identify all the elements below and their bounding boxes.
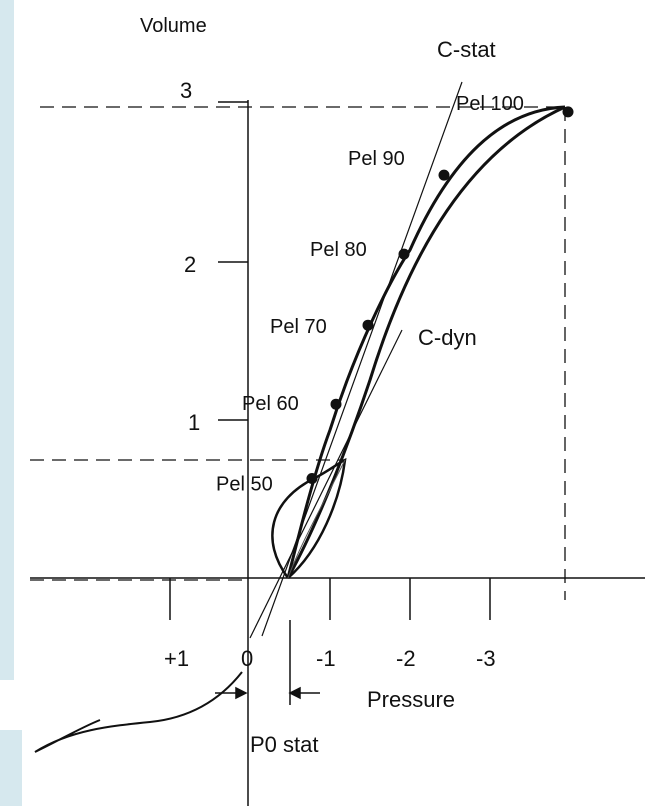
small-loop-inner bbox=[287, 459, 346, 579]
c-stat-line bbox=[261, 81, 463, 637]
y-tick-label-3: 3 bbox=[180, 78, 192, 103]
x-tick-label-minus1: -1 bbox=[316, 646, 336, 671]
data-point bbox=[398, 248, 410, 260]
p0-left-arrow-head bbox=[235, 686, 248, 700]
data-points: Pel 50 Pel 60 Pel 70 Pel 80 Pel 90 Pel 100 bbox=[216, 93, 574, 495]
y-tick-marks bbox=[218, 101, 248, 421]
c-stat-label: C-stat bbox=[437, 37, 496, 62]
data-point-label: Pel 90 bbox=[348, 148, 405, 170]
data-point bbox=[306, 472, 318, 484]
p0-stat-label: P0 stat bbox=[250, 732, 318, 757]
x-axis-title: Pressure bbox=[367, 687, 455, 712]
p0-stat-marker bbox=[215, 620, 320, 705]
data-point bbox=[362, 319, 374, 331]
x-tick-label-minus3: -3 bbox=[476, 646, 496, 671]
data-point bbox=[438, 169, 450, 181]
c-dyn-line bbox=[249, 329, 403, 639]
descending-curve bbox=[34, 671, 243, 753]
data-point-label: Pel 100 bbox=[456, 93, 524, 115]
x-tick-label-0: 0 bbox=[241, 646, 253, 671]
x-tick-label-minus2: -2 bbox=[396, 646, 416, 671]
small-loop bbox=[271, 458, 347, 579]
expiration-curve bbox=[286, 105, 566, 579]
x-tick-label-plus1: +1 bbox=[164, 646, 189, 671]
data-point-label: Pel 80 bbox=[310, 239, 367, 261]
y-tick-label-1: 1 bbox=[188, 410, 200, 435]
p0-right-arrow-head bbox=[288, 686, 301, 700]
data-point-label: Pel 50 bbox=[216, 473, 273, 495]
inspiration-curve bbox=[286, 105, 566, 579]
c-dyn-label: C-dyn bbox=[418, 325, 477, 350]
x-tick-marks bbox=[169, 578, 491, 620]
data-point-label: Pel 70 bbox=[270, 316, 327, 338]
data-point-label: Pel 60 bbox=[242, 393, 299, 415]
left-decor-bar-bottom bbox=[0, 730, 22, 806]
data-point bbox=[562, 106, 574, 118]
left-decor-bar bbox=[0, 0, 14, 680]
y-tick-label-2: 2 bbox=[184, 252, 196, 277]
data-point bbox=[330, 398, 342, 410]
y-axis-title: Volume bbox=[140, 15, 207, 37]
